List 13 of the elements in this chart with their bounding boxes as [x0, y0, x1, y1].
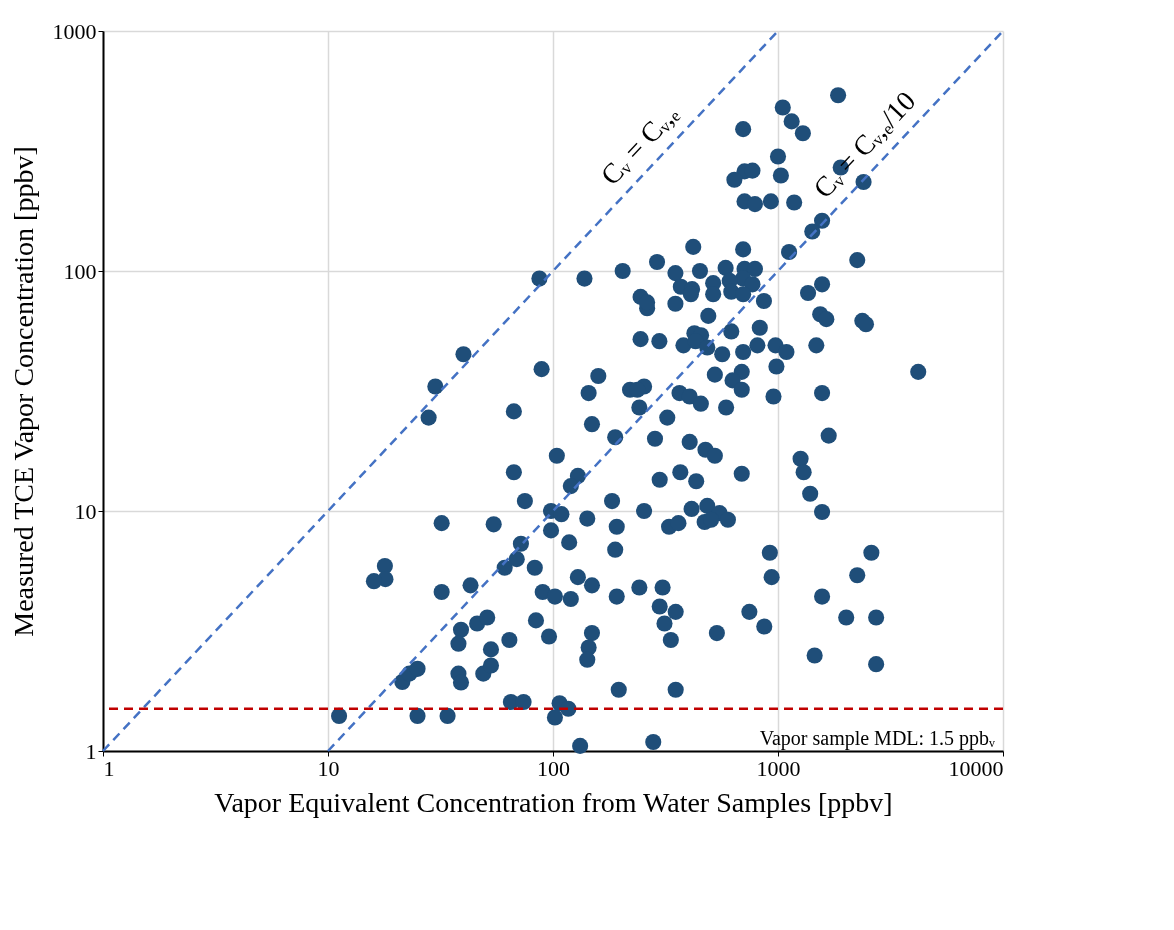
- x-tick-label: 1000: [756, 755, 801, 781]
- x-tick-label: 1: [103, 755, 115, 781]
- y-tick-label: 10: [74, 498, 97, 524]
- text: Cᵥ = Cᵥ,ₑ: [594, 98, 685, 191]
- ref-line-label: Vapor sample MDL: 1.5 ppbᵥ: [759, 726, 996, 750]
- y-tick-label: 100: [63, 258, 97, 284]
- y-axis-title: Measured TCE Vapor Concentration [ppbv]: [7, 146, 39, 637]
- y-tick-label: 1000: [52, 18, 97, 44]
- y-tick-label: 1: [85, 738, 97, 764]
- x-tick-label: 10: [317, 755, 340, 781]
- x-tick-label: 10000: [948, 755, 1004, 781]
- x-tick-label: 100: [537, 755, 570, 781]
- x-axis-title: Vapor Equivalent Concentration from Water Samples [ppbv]: [214, 786, 893, 818]
